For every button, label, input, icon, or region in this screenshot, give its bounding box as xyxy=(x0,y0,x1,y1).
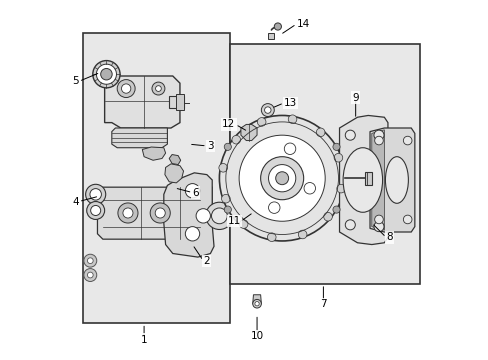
Text: 6: 6 xyxy=(192,188,199,198)
Text: 14: 14 xyxy=(296,19,309,29)
Circle shape xyxy=(268,165,295,192)
Circle shape xyxy=(316,128,325,137)
Polygon shape xyxy=(252,295,261,304)
Polygon shape xyxy=(164,164,183,183)
Text: 2: 2 xyxy=(203,256,209,266)
Circle shape xyxy=(403,215,411,224)
Text: 11: 11 xyxy=(227,216,241,226)
Circle shape xyxy=(374,215,383,224)
Polygon shape xyxy=(97,187,199,239)
Text: 7: 7 xyxy=(320,299,326,309)
Circle shape xyxy=(96,64,116,84)
Circle shape xyxy=(264,107,270,113)
Circle shape xyxy=(86,202,104,220)
Circle shape xyxy=(150,203,170,223)
Circle shape xyxy=(117,80,135,98)
Polygon shape xyxy=(364,172,371,185)
Circle shape xyxy=(90,206,101,216)
Circle shape xyxy=(185,184,199,198)
Circle shape xyxy=(257,118,265,126)
Circle shape xyxy=(333,153,342,162)
Circle shape xyxy=(268,202,280,213)
Bar xyxy=(169,96,183,108)
Circle shape xyxy=(155,86,161,91)
Circle shape xyxy=(239,220,247,228)
Circle shape xyxy=(284,143,295,154)
Circle shape xyxy=(219,163,227,172)
Circle shape xyxy=(87,272,93,278)
Circle shape xyxy=(345,220,355,230)
Circle shape xyxy=(260,157,303,200)
Circle shape xyxy=(252,300,261,308)
Polygon shape xyxy=(267,33,273,39)
Ellipse shape xyxy=(385,157,407,203)
Circle shape xyxy=(121,84,131,93)
Circle shape xyxy=(221,194,230,203)
Polygon shape xyxy=(192,182,212,252)
Text: 5: 5 xyxy=(72,76,79,86)
Polygon shape xyxy=(163,173,214,257)
Bar xyxy=(83,33,230,323)
Circle shape xyxy=(304,183,315,194)
Circle shape xyxy=(224,143,231,150)
Circle shape xyxy=(122,208,133,218)
Circle shape xyxy=(261,104,274,117)
Bar xyxy=(230,44,419,284)
Circle shape xyxy=(83,269,97,282)
Circle shape xyxy=(152,82,164,95)
Polygon shape xyxy=(169,154,180,165)
Text: 4: 4 xyxy=(72,197,79,207)
Circle shape xyxy=(83,254,97,267)
Circle shape xyxy=(323,212,332,221)
Circle shape xyxy=(185,226,199,241)
Text: 9: 9 xyxy=(352,93,358,103)
Circle shape xyxy=(254,302,259,306)
Circle shape xyxy=(93,60,120,88)
Polygon shape xyxy=(241,125,257,140)
Circle shape xyxy=(345,130,355,140)
Circle shape xyxy=(87,258,93,264)
Circle shape xyxy=(373,222,383,231)
Text: 8: 8 xyxy=(386,232,392,242)
Circle shape xyxy=(219,116,344,241)
Circle shape xyxy=(267,233,276,242)
Bar xyxy=(176,94,183,110)
Polygon shape xyxy=(371,130,384,230)
Circle shape xyxy=(239,135,325,221)
Text: 12: 12 xyxy=(222,120,235,129)
Text: 13: 13 xyxy=(284,98,297,108)
Circle shape xyxy=(224,206,231,213)
Circle shape xyxy=(118,203,138,223)
Circle shape xyxy=(336,184,345,193)
Polygon shape xyxy=(142,147,165,160)
Polygon shape xyxy=(112,128,167,148)
Text: 10: 10 xyxy=(250,331,263,341)
Circle shape xyxy=(196,209,210,223)
Polygon shape xyxy=(104,76,180,128)
Circle shape xyxy=(231,135,240,144)
Circle shape xyxy=(101,68,112,80)
Circle shape xyxy=(332,143,339,150)
Polygon shape xyxy=(339,116,387,244)
Circle shape xyxy=(85,184,105,204)
Circle shape xyxy=(332,206,339,213)
Circle shape xyxy=(274,23,281,30)
Circle shape xyxy=(374,136,383,145)
Circle shape xyxy=(298,230,306,239)
Bar xyxy=(101,71,113,78)
Circle shape xyxy=(275,172,288,185)
Circle shape xyxy=(205,202,233,229)
Text: 1: 1 xyxy=(141,334,147,345)
Polygon shape xyxy=(369,128,414,232)
Text: 3: 3 xyxy=(206,141,213,151)
Circle shape xyxy=(211,208,227,224)
Circle shape xyxy=(373,130,383,140)
Ellipse shape xyxy=(343,148,382,212)
Circle shape xyxy=(287,115,296,123)
Circle shape xyxy=(403,136,411,145)
Circle shape xyxy=(90,189,101,200)
Circle shape xyxy=(155,208,165,218)
